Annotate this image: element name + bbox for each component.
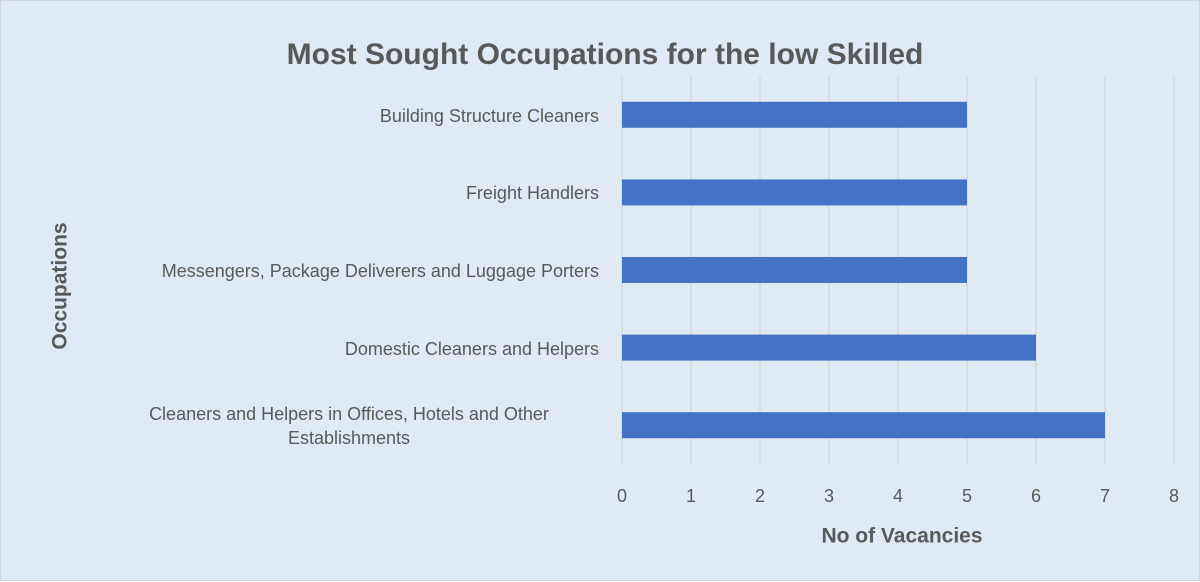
y-tick-label: Building Structure Cleaners (379, 105, 599, 126)
x-tick-label: 8 (1169, 486, 1179, 506)
x-tick-label: 2 (755, 486, 765, 506)
x-tick-label: 6 (1031, 486, 1041, 506)
x-axis-title: No of Vacancies (821, 525, 982, 548)
bar (622, 257, 967, 283)
x-tick-label: 4 (893, 486, 903, 506)
y-axis-title: Occupations (49, 222, 72, 349)
bar (622, 412, 1105, 439)
y-tick-label: Cleaners and Helpers in Offices, Hotels … (149, 404, 549, 449)
x-tick-label: 1 (686, 486, 696, 506)
x-tick-label: 5 (962, 486, 972, 506)
bar (622, 334, 1036, 361)
x-tick-label: 3 (824, 486, 834, 506)
y-tick-label: Freight Handlers (465, 183, 599, 204)
x-tick-label: 7 (1100, 486, 1110, 506)
x-tick-label: 0 (617, 486, 627, 506)
chart-title: Most Sought Occupations for the low Skil… (287, 38, 924, 71)
bar (622, 179, 967, 206)
y-tick-label: Messengers, Package Deliverers and Lugga… (161, 261, 599, 281)
bar (622, 101, 967, 128)
y-tick-label: Domestic Cleaners and Helpers (344, 338, 599, 359)
